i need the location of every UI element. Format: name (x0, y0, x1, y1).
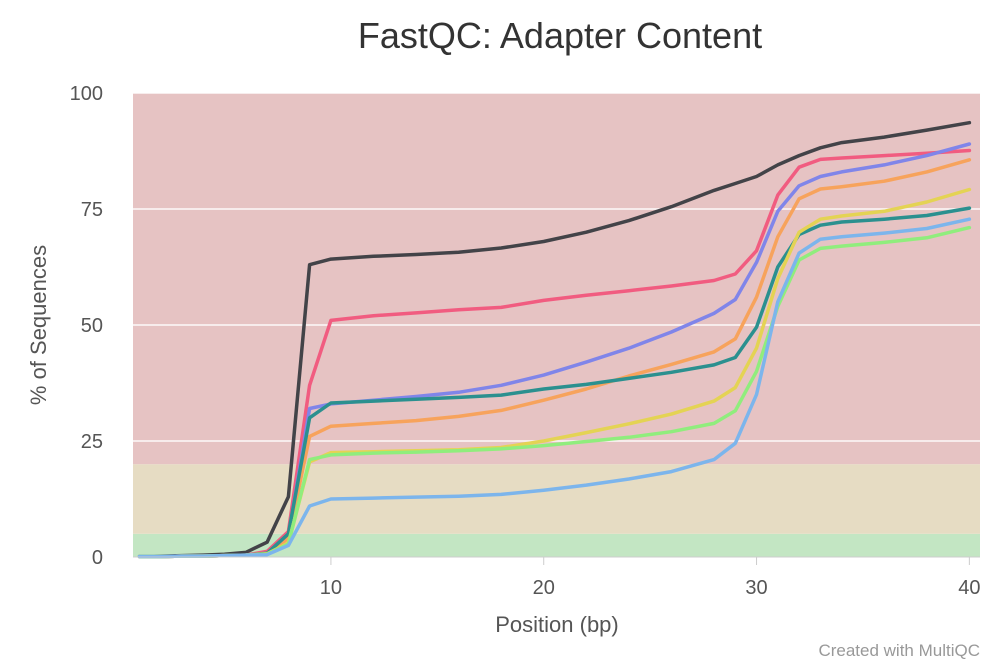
grid-lines (133, 92, 980, 442)
series-lines (137, 120, 972, 559)
y-tick-labels: 0 25 50 75 100 (70, 83, 103, 569)
y-tick-label: 100 (70, 83, 103, 105)
x-tick-label: 40 (958, 577, 980, 599)
threshold-band-0 (133, 533, 980, 557)
y-tick-label: 75 (81, 199, 103, 221)
x-tick-label: 20 (533, 577, 555, 599)
chart-title: FastQC: Adapter Content (358, 15, 762, 56)
series-line-0[interactable] (137, 120, 972, 559)
y-tick-label: 0 (92, 547, 103, 569)
y-tick-label: 25 (81, 431, 103, 453)
y-tick-label: 50 (81, 315, 103, 337)
x-tick-labels: 10 20 30 40 (320, 557, 980, 599)
threshold-band-2 (133, 93, 980, 465)
x-axis-label: Position (bp) (495, 612, 619, 637)
multiqc-credit[interactable]: Created with MultiQC (818, 641, 980, 660)
y-axis-label: % of Sequences (26, 245, 51, 405)
x-tick-label: 30 (745, 577, 767, 599)
threshold-bands (133, 93, 980, 557)
threshold-band-1 (133, 464, 980, 534)
x-tick-label: 10 (320, 577, 342, 599)
series-line-7[interactable] (137, 217, 972, 559)
